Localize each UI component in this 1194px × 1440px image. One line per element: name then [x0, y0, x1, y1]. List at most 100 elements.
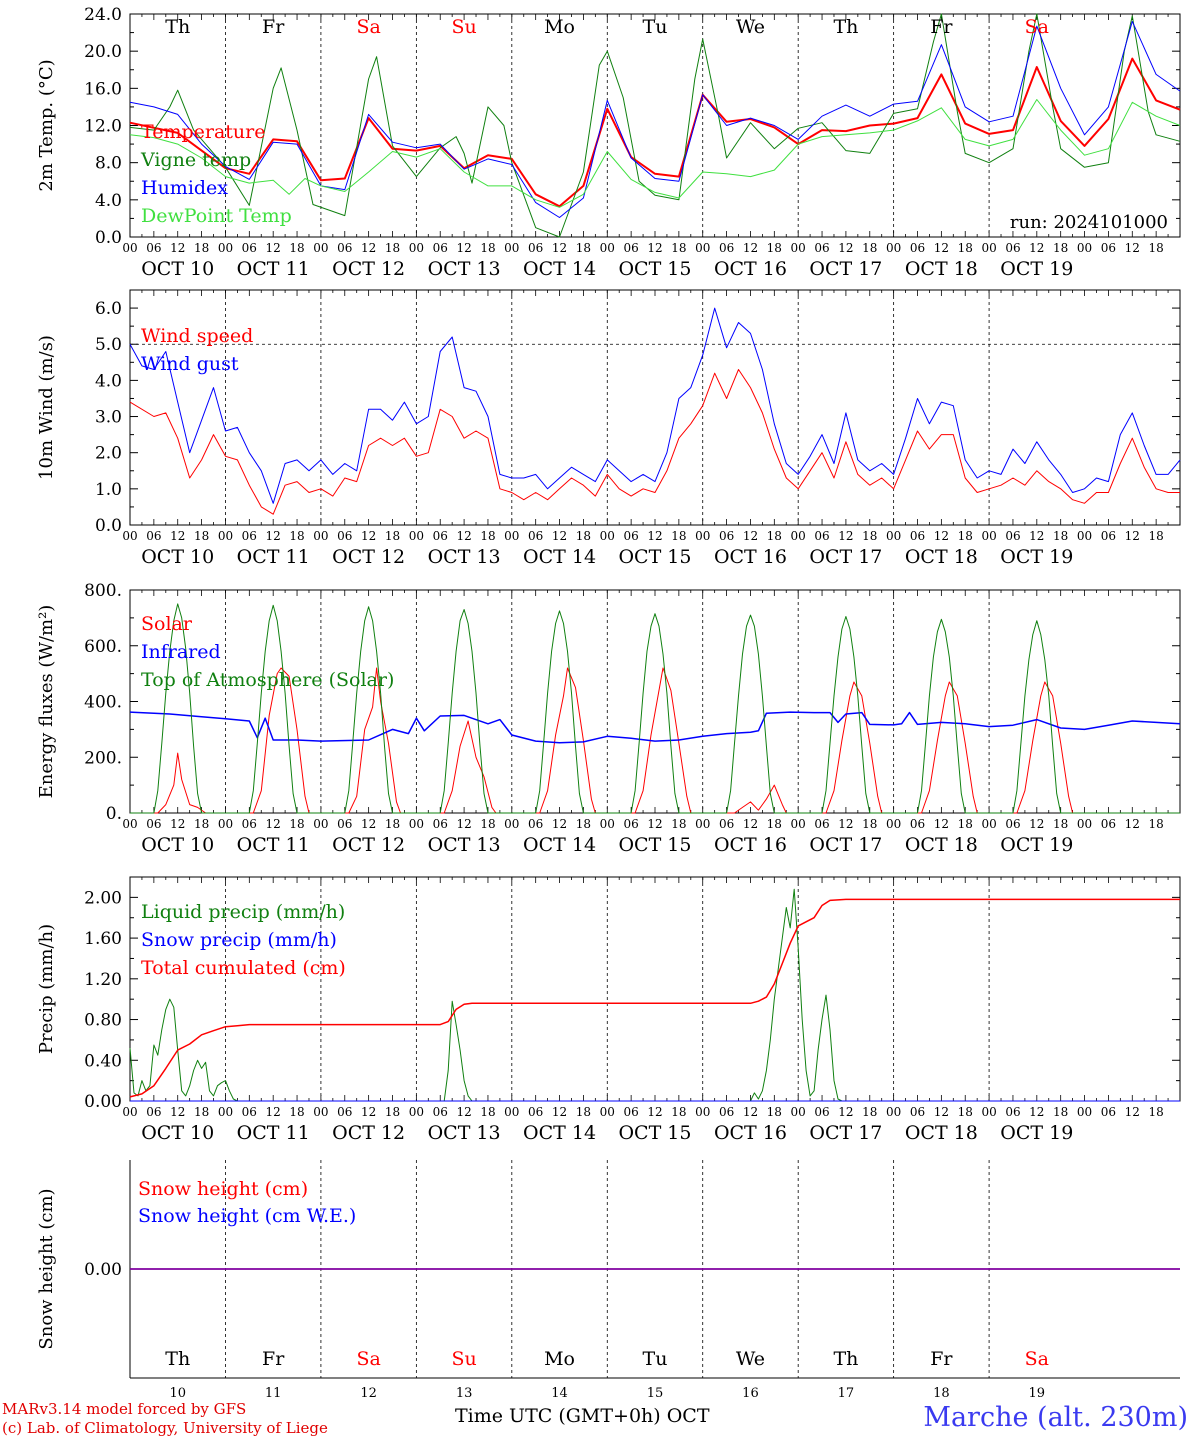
hour-tick-label: 18: [576, 1105, 591, 1119]
hour-tick-label: 12: [456, 241, 471, 255]
hour-tick-label: 06: [623, 1105, 638, 1119]
date-label: OCT 19: [1000, 834, 1073, 856]
hour-tick-label: 06: [719, 241, 734, 255]
hour-tick-label: 00: [791, 817, 806, 831]
legend-entry: Total cumulated (cm): [141, 957, 346, 979]
day-name: Sa: [356, 1348, 380, 1370]
hour-tick-label: 18: [767, 241, 782, 255]
hour-tick-label: 00: [695, 529, 710, 543]
series-humidex-line: [129, 20, 1181, 218]
day-name: Mo: [544, 1348, 575, 1370]
y-tick-label: 800.: [84, 581, 122, 601]
hour-tick-label: 12: [1029, 529, 1044, 543]
date-label: OCT 15: [618, 834, 691, 856]
hour-tick-label: 12: [743, 529, 758, 543]
series-infrared-line: [129, 711, 1181, 744]
hour-tick-label: 12: [1029, 1105, 1044, 1119]
hour-tick-label: 12: [552, 529, 567, 543]
hour-tick-label: 00: [1077, 529, 1092, 543]
y-tick-label: 0.0: [95, 516, 122, 536]
date-label: OCT 12: [332, 834, 405, 856]
hour-tick-label: 12: [266, 817, 281, 831]
hour-tick-label: 12: [361, 1105, 376, 1119]
hour-tick-label: 18: [289, 241, 304, 255]
hour-tick-label: 06: [1101, 529, 1116, 543]
hour-tick-label: 12: [170, 529, 185, 543]
hour-tick-label: 12: [1029, 817, 1044, 831]
hour-tick-label: 00: [695, 1105, 710, 1119]
hour-tick-label: 06: [242, 817, 257, 831]
date-label: OCT 11: [237, 1122, 310, 1144]
date-label: OCT 11: [237, 834, 310, 856]
day-name: Fr: [262, 16, 285, 38]
day-number: 17: [838, 1386, 855, 1400]
hour-tick-label: 06: [1005, 241, 1020, 255]
date-label: OCT 16: [714, 834, 787, 856]
hour-tick-label: 18: [862, 817, 877, 831]
hour-tick-label: 00: [122, 1105, 137, 1119]
hour-tick-label: 12: [934, 817, 949, 831]
hour-tick-label: 00: [313, 529, 328, 543]
hour-tick-label: 06: [814, 529, 829, 543]
y-axis-label: 2m Temp. (°C): [36, 59, 57, 191]
day-name: Su: [451, 16, 476, 38]
date-label: OCT 18: [905, 1122, 978, 1144]
date-label: OCT 12: [332, 258, 405, 280]
day-name: Sa: [356, 16, 380, 38]
hour-tick-label: 18: [1148, 529, 1163, 543]
hour-tick-label: 06: [337, 1105, 352, 1119]
y-tick-label: 8.0: [95, 154, 122, 174]
hour-tick-label: 18: [1053, 1105, 1068, 1119]
y-tick-label: 0.0: [95, 228, 122, 248]
series-vigne-temp-line: [129, 13, 1181, 238]
hour-tick-label: 06: [1005, 1105, 1020, 1119]
legend-entry: DewPoint Temp: [141, 205, 292, 227]
legend-entry: Vigne temp: [140, 149, 251, 171]
hour-tick-label: 06: [433, 1105, 448, 1119]
hour-tick-label: 18: [480, 529, 495, 543]
hour-tick-label: 12: [361, 817, 376, 831]
day-number: 13: [456, 1386, 473, 1400]
hour-tick-label: 00: [409, 241, 424, 255]
hour-tick-label: 06: [1101, 1105, 1116, 1119]
hour-tick-label: 00: [695, 241, 710, 255]
date-label: OCT 16: [714, 258, 787, 280]
hour-tick-label: 00: [981, 1105, 996, 1119]
day-number: 18: [933, 1386, 950, 1400]
date-label: OCT 17: [809, 1122, 882, 1144]
hour-tick-label: 12: [170, 817, 185, 831]
y-axis-label: 10m Wind (m/s): [36, 335, 57, 480]
hour-tick-label: 06: [146, 817, 161, 831]
hour-tick-label: 06: [719, 1105, 734, 1119]
series-liquid-precip-mm-h-line: [129, 888, 1180, 1102]
hour-tick-label: 12: [266, 1105, 281, 1119]
day-name: Fr: [930, 1348, 953, 1370]
hour-tick-label: 18: [1148, 1105, 1163, 1119]
hour-tick-label: 06: [623, 241, 638, 255]
hour-tick-label: 06: [910, 241, 925, 255]
day-name: We: [736, 16, 765, 38]
hour-tick-label: 00: [409, 1105, 424, 1119]
date-label: OCT 17: [809, 546, 882, 568]
hour-tick-label: 12: [743, 241, 758, 255]
date-label: OCT 12: [332, 546, 405, 568]
date-label: OCT 14: [523, 546, 596, 568]
day-number: 16: [742, 1386, 759, 1400]
hour-tick-label: 00: [886, 241, 901, 255]
date-label: OCT 13: [428, 258, 501, 280]
y-axis-label: Precip (mm/h): [36, 924, 57, 1054]
hour-tick-label: 18: [576, 241, 591, 255]
hour-tick-label: 00: [791, 241, 806, 255]
y-tick-label: 0.80: [84, 1011, 122, 1031]
hour-tick-label: 06: [910, 817, 925, 831]
legend-entry: Top of Atmosphere (Solar): [141, 669, 394, 691]
date-label: OCT 15: [618, 1122, 691, 1144]
hour-tick-label: 06: [1005, 817, 1020, 831]
hour-tick-label: 18: [1053, 241, 1068, 255]
hour-tick-label: 18: [289, 817, 304, 831]
y-tick-label: 20.0: [84, 42, 122, 62]
hour-tick-label: 18: [671, 241, 686, 255]
panel-frame: [129, 589, 1181, 814]
hour-tick-label: 12: [170, 241, 185, 255]
date-label: OCT 14: [523, 834, 596, 856]
